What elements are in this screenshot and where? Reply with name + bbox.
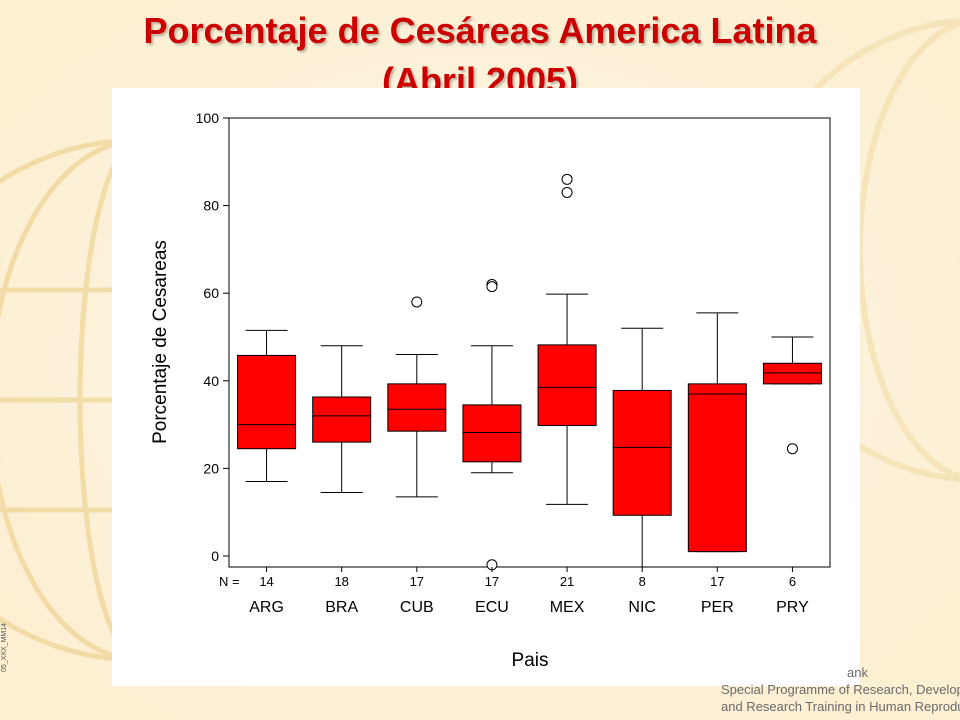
n-value: 17	[485, 574, 499, 589]
y-axis-label: Porcentaje de Cesareas	[150, 240, 171, 444]
x-tick-label: PRY	[776, 599, 809, 616]
x-tick-label: NIC	[628, 599, 656, 616]
title-line-1: Porcentaje de Cesáreas America Latina	[143, 10, 817, 51]
n-value: 21	[560, 574, 574, 589]
n-value: 8	[639, 574, 646, 589]
y-tick-label: 60	[203, 285, 219, 301]
n-value: 17	[710, 574, 724, 589]
y-tick-label: 40	[203, 373, 219, 389]
y-tick-label: 80	[203, 198, 219, 214]
box-iqr	[462, 404, 522, 463]
n-value: 14	[259, 574, 273, 589]
box-iqr	[762, 362, 822, 385]
n-value: 18	[334, 574, 348, 589]
box-iqr	[612, 389, 672, 516]
box-iqr	[237, 354, 297, 450]
x-tick-label: MEX	[550, 599, 585, 616]
box-nic	[612, 327, 672, 567]
box-iqr	[537, 344, 597, 426]
box-iqr	[687, 383, 747, 553]
n-value: 6	[789, 574, 796, 589]
box-pry	[762, 336, 822, 455]
boxes-group	[237, 173, 822, 571]
chart-panel: 0 20 40 60 80 100 14 ARG 18 BRA 17 CUB 17 ECU 21 MEX 8 N…	[112, 88, 860, 686]
slide-code: 05_XXX_MM14	[1, 622, 8, 672]
y-tick-label: 100	[196, 110, 220, 126]
footer-line-1: Special Programme of Research, Developme…	[721, 682, 960, 697]
outlier-point	[786, 443, 798, 455]
outlier-point	[486, 281, 498, 293]
x-tick-label: PER	[701, 599, 734, 616]
box-arg	[237, 329, 297, 483]
x-tick-label: BRA	[325, 599, 358, 616]
box-iqr	[387, 383, 447, 432]
n-label: N =	[219, 574, 240, 589]
box-mex	[537, 173, 597, 505]
box-cub	[387, 296, 447, 498]
outlier-point	[411, 296, 423, 308]
x-axis: 14 ARG 18 BRA 17 CUB 17 ECU 21 MEX 8 NIC 17 PER 6 PRY	[249, 567, 809, 616]
outlier-point	[561, 173, 573, 185]
x-tick-label: ECU	[475, 599, 509, 616]
outlier-point	[561, 186, 573, 198]
boxplot-chart: 0 20 40 60 80 100 14 ARG 18 BRA 17 CUB 17 ECU 21 MEX 8 N…	[150, 110, 831, 671]
y-tick-label: 0	[211, 548, 219, 564]
footer-bank-text: ank	[847, 665, 868, 680]
x-tick-label: ARG	[249, 599, 284, 616]
box-iqr	[312, 396, 372, 443]
x-tick-label: CUB	[400, 599, 434, 616]
n-value: 17	[410, 574, 424, 589]
box-per	[687, 312, 747, 553]
y-tick-label: 20	[203, 460, 219, 476]
y-axis: 0 20 40 60 80 100	[196, 110, 229, 564]
x-axis-label: Pais	[512, 650, 549, 671]
box-bra	[312, 345, 372, 493]
footer-line-2: and Research Training in Human Reproduct…	[721, 699, 960, 714]
